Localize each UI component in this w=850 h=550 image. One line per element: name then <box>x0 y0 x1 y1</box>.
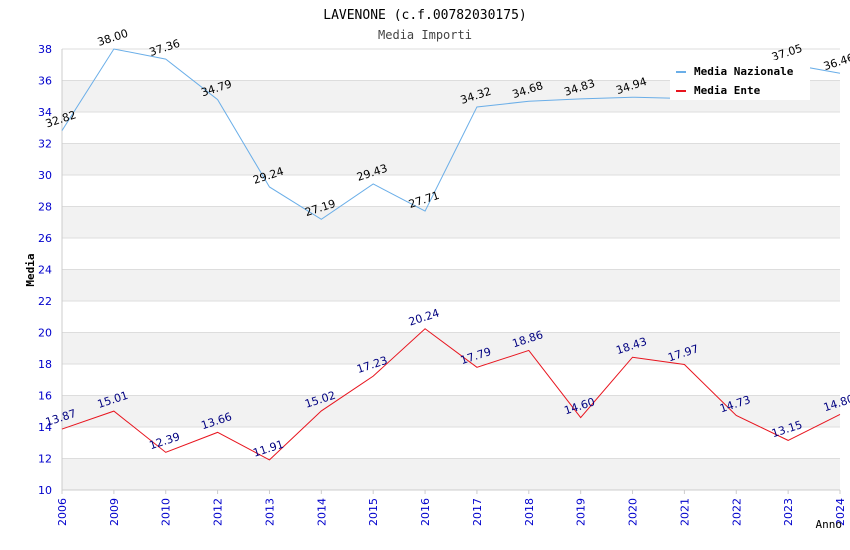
y-tick-label: 26 <box>38 232 52 245</box>
y-tick-label: 10 <box>38 484 52 497</box>
x-axis-ticks: 2006 2009 2010 2012 2013 2014 2015 2016 2017 2018… <box>56 490 847 526</box>
x-tick-label: 2020 <box>627 498 640 526</box>
chart-title: LAVENONE (c.f.00782030175) <box>323 8 527 23</box>
data-label: 11.91 <box>251 438 285 460</box>
y-tick-label: 14 <box>38 421 52 434</box>
x-tick-label: 2023 <box>782 498 795 526</box>
x-tick-label: 2022 <box>730 498 743 526</box>
x-tick-label: 2024 <box>834 498 847 526</box>
x-tick-label: 2019 <box>575 498 588 526</box>
x-tick-label: 2018 <box>523 498 536 526</box>
y-tick-label: 34 <box>38 106 52 119</box>
y-tick-label: 24 <box>38 264 52 277</box>
plot-band <box>62 206 840 238</box>
series-line-1 <box>61 328 841 461</box>
x-tick-label: 2012 <box>212 498 225 526</box>
y-axis-label: Media <box>24 253 37 286</box>
data-label: 36.46 <box>822 51 850 73</box>
x-tick-label: 2006 <box>56 498 69 526</box>
plot-band <box>62 395 840 427</box>
legend-label: Media Nazionale <box>694 65 794 78</box>
x-tick-label: 2015 <box>367 498 380 526</box>
legend-box <box>670 60 810 100</box>
y-tick-label: 18 <box>38 358 52 371</box>
x-tick-label: 2013 <box>263 498 276 526</box>
x-axis-label: Anno <box>816 518 843 531</box>
plot-band <box>62 269 840 301</box>
data-label: 12.39 <box>148 430 182 452</box>
x-tick-label: 2009 <box>108 498 121 526</box>
x-tick-label: 2016 <box>419 498 432 526</box>
plot-band <box>62 458 840 490</box>
y-tick-label: 16 <box>38 390 52 403</box>
y-tick-label: 22 <box>38 295 52 308</box>
y-tick-label: 36 <box>38 75 52 88</box>
data-label: 20.24 <box>407 306 441 328</box>
y-axis-ticks: 10 12 14 16 18 20 22 24 26 28 30 32 34 36 38 <box>38 43 52 497</box>
y-tick-label: 28 <box>38 201 52 214</box>
y-tick-label: 20 <box>38 327 52 340</box>
axes <box>61 49 840 491</box>
plot-background <box>62 80 840 490</box>
chart-subtitle: Media Importi <box>378 28 472 42</box>
x-tick-label: 2014 <box>315 498 328 526</box>
y-tick-label: 32 <box>38 138 52 151</box>
data-label: 38.00 <box>96 27 130 49</box>
y-tick-label: 38 <box>38 43 52 56</box>
x-tick-label: 2017 <box>471 498 484 526</box>
legend-label: Media Ente <box>694 84 761 97</box>
x-tick-label: 2021 <box>678 498 691 526</box>
x-tick-label: 2010 <box>160 498 173 526</box>
y-tick-label: 30 <box>38 169 52 182</box>
legend: Media Nazionale Media Ente <box>670 60 810 100</box>
data-label: 37.36 <box>148 37 182 59</box>
y-tick-label: 12 <box>38 453 52 466</box>
